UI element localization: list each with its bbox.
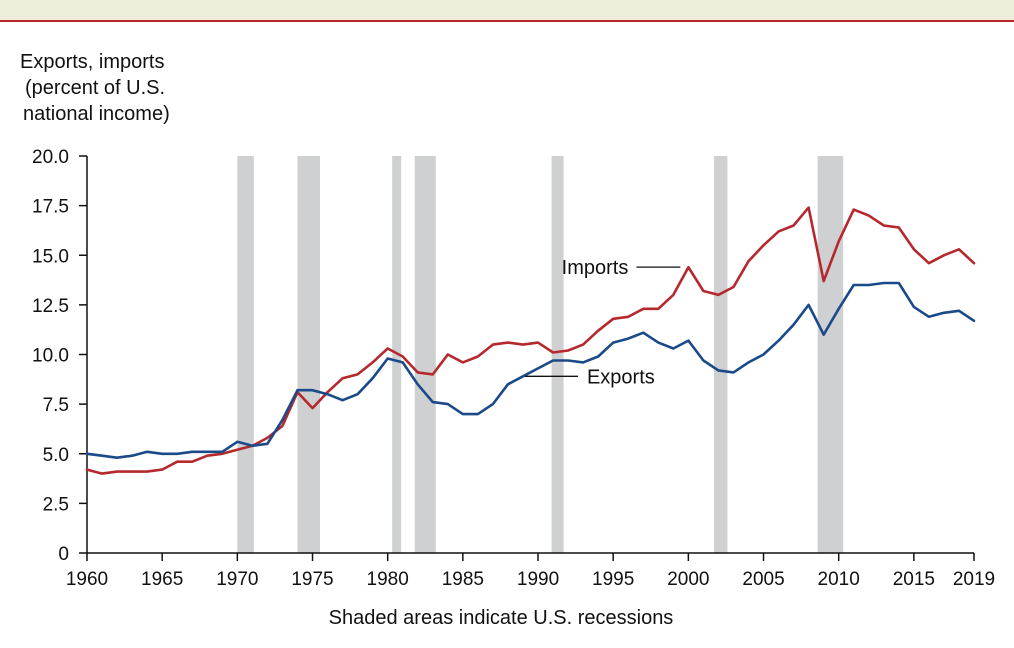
x-tick-label-1: 1965 <box>141 569 183 590</box>
recession-band-6 <box>713 156 728 553</box>
axes: 0 2.5 5.0 7.5 10.0 12.5 15.0 17.5 20.0 1960 1965 19… <box>32 147 995 590</box>
top-banner <box>0 0 1014 22</box>
series-line-imports <box>85 206 976 475</box>
x-tick-label-11: 2015 <box>893 569 935 590</box>
x-tick-label-6: 1990 <box>517 569 559 590</box>
series-line-exports <box>85 281 976 460</box>
y-tick-label-1: 2.5 <box>43 494 69 515</box>
y-tick-label-0: 0 <box>58 544 69 565</box>
x-axis-caption: Shaded areas indicate U.S. recessions <box>329 607 674 629</box>
x-tick-label-3: 1975 <box>291 569 333 590</box>
x-tick-label-9: 2005 <box>742 569 784 590</box>
y-tick-label-2: 5.0 <box>43 445 69 466</box>
x-tick-label-12: 2019 <box>953 569 995 590</box>
x-tick-label-4: 1980 <box>367 569 409 590</box>
y-axis-label-line-1: Exports, imports <box>20 51 165 73</box>
recession-bands <box>237 156 844 553</box>
y-tick-label-3: 7.5 <box>43 395 69 416</box>
y-axis-label: Exports, imports (percent of U.S. nation… <box>20 49 220 127</box>
y-tick-label-4: 10.0 <box>32 346 69 367</box>
y-tick-label-7: 17.5 <box>32 197 69 218</box>
y-tick-label-5: 12.5 <box>32 296 69 317</box>
annotation-label-exports: Exports <box>587 366 655 388</box>
x-tick-label-5: 1985 <box>442 569 484 590</box>
recession-band-7 <box>817 156 844 553</box>
x-tick-label-7: 1995 <box>592 569 634 590</box>
series-lines <box>85 206 976 475</box>
recession-band-2 <box>297 156 321 553</box>
y-axis-label-line-2: (percent of U.S. <box>25 77 166 99</box>
annotations: Imports Exports <box>524 257 681 388</box>
recession-band-4 <box>414 156 436 553</box>
x-tick-label-2: 1970 <box>216 569 258 590</box>
y-tick-label-6: 15.0 <box>32 246 69 267</box>
x-tick-label-10: 2010 <box>818 569 860 590</box>
y-tick-label-8: 20.0 <box>32 147 69 168</box>
annotation-label-imports: Imports <box>562 257 629 279</box>
x-tick-label-8: 2000 <box>667 569 709 590</box>
y-axis-label-line-3: national income) <box>23 103 170 125</box>
recession-band-1 <box>237 156 254 553</box>
x-tick-label-0: 1960 <box>66 569 108 590</box>
recession-band-5 <box>551 156 564 553</box>
